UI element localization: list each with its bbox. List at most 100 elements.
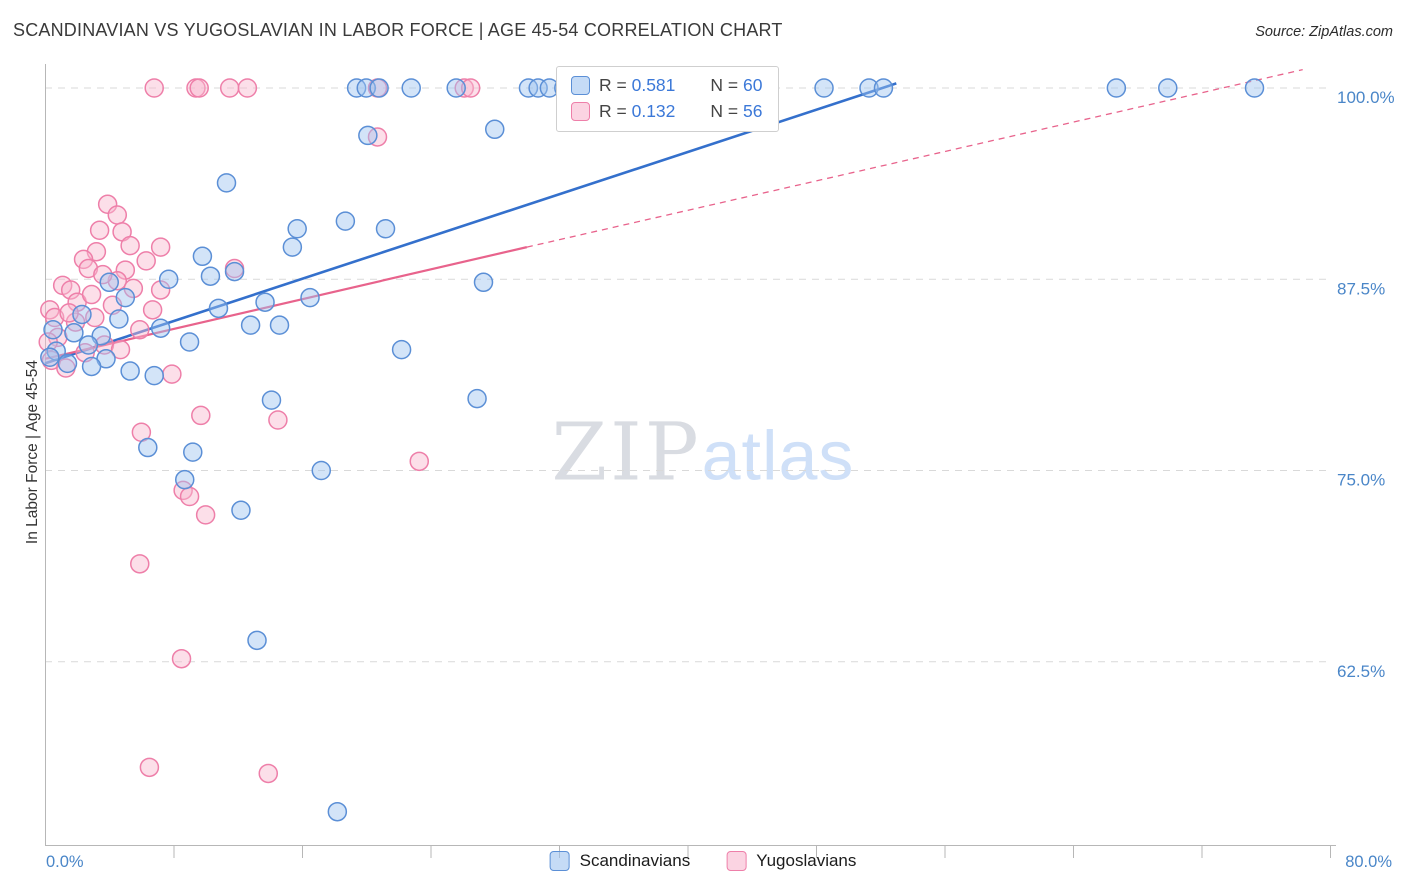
- point-scandinavians: [391, 339, 412, 360]
- point-yugoslavians: [268, 410, 288, 430]
- point-scandinavians: [1106, 78, 1127, 98]
- r-stat: R = 0.581: [599, 75, 675, 96]
- point-yugoslavians: [150, 280, 171, 300]
- point-scandinavians: [40, 347, 60, 368]
- point-yugoslavians: [171, 648, 192, 669]
- scandinavians-swatch-icon: [571, 76, 590, 95]
- point-yugoslavians: [81, 284, 102, 305]
- r-stat: R = 0.132: [599, 101, 675, 122]
- point-scandinavians: [43, 319, 63, 340]
- source-attribution: Source: ZipAtlas.com: [1255, 24, 1393, 40]
- point-yugoslavians: [258, 763, 279, 784]
- point-yugoslavians: [115, 260, 136, 280]
- point-yugoslavians: [44, 307, 65, 328]
- y-axis-tick-label: 75.0%: [1337, 471, 1385, 490]
- point-scandinavians: [192, 246, 213, 267]
- point-yugoslavians: [107, 271, 128, 291]
- page-title: SCANDINAVIAN VS YUGOSLAVIAN IN LABOR FOR…: [13, 20, 783, 40]
- point-yugoslavians: [367, 127, 388, 147]
- point-yugoslavians: [130, 319, 150, 340]
- x-axis-min-label: 0.0%: [46, 853, 84, 871]
- point-scandinavians: [814, 78, 834, 98]
- y-axis-tick-label: 100.0%: [1337, 88, 1395, 107]
- point-scandinavians: [64, 323, 84, 343]
- x-axis-max-label: 80.0%: [1345, 853, 1392, 871]
- scandinavians-swatch-icon: [549, 851, 570, 871]
- r-label: R =: [599, 101, 627, 121]
- point-scandinavians: [240, 315, 261, 335]
- point-yugoslavians: [97, 194, 118, 215]
- point-yugoslavians: [237, 78, 258, 98]
- point-scandinavians: [287, 219, 307, 239]
- point-yugoslavians: [150, 237, 171, 257]
- y-axis-tick-label: 87.5%: [1337, 279, 1385, 298]
- point-yugoslavians: [60, 280, 81, 300]
- point-scandinavians: [109, 309, 129, 329]
- point-scandinavians: [150, 318, 171, 338]
- point-yugoslavians: [191, 405, 211, 426]
- point-scandinavians: [375, 219, 396, 239]
- point-yugoslavians: [78, 258, 99, 279]
- point-scandinavians: [446, 78, 466, 98]
- point-scandinavians: [401, 78, 421, 98]
- point-yugoslavians: [139, 757, 160, 778]
- point-yugoslavians: [179, 486, 200, 507]
- point-scandinavians: [467, 388, 487, 409]
- legend-item-label: Scandinavians: [579, 851, 691, 870]
- trend-line-yugoslavians: [44, 246, 528, 360]
- point-scandinavians: [81, 356, 102, 377]
- legend-row-scandinavians: R = 0.581 N = 60: [571, 75, 762, 96]
- point-scandinavians: [115, 287, 136, 308]
- point-scandinavians: [327, 801, 348, 822]
- point-scandinavians: [255, 292, 275, 312]
- legend-item-label: Yugoslavians: [756, 851, 857, 870]
- trend-line-yugoslavians: [526, 69, 1303, 248]
- point-scandinavians: [99, 272, 119, 293]
- point-yugoslavians: [89, 220, 110, 241]
- n-stat: N = 56: [710, 101, 762, 122]
- y-axis-tick-label: 62.5%: [1337, 662, 1385, 681]
- r-value: 0.132: [631, 101, 676, 121]
- point-scandinavians: [208, 298, 229, 319]
- legend-item-scandinavians: Scandinavians: [549, 851, 691, 871]
- yugoslavians-swatch-icon: [571, 102, 590, 121]
- point-yugoslavians: [219, 78, 240, 98]
- point-scandinavians: [300, 287, 320, 308]
- point-scandinavians: [473, 272, 494, 293]
- point-scandinavians: [174, 469, 195, 490]
- point-yugoslavians: [144, 78, 164, 98]
- point-scandinavians: [369, 78, 389, 98]
- r-value: 0.581: [631, 75, 676, 95]
- point-yugoslavians: [130, 554, 150, 574]
- point-scandinavians: [528, 78, 548, 98]
- n-label: N =: [710, 101, 739, 121]
- point-scandinavians: [224, 261, 245, 282]
- point-yugoslavians: [162, 364, 182, 384]
- point-scandinavians: [873, 78, 894, 98]
- n-value: 56: [743, 101, 763, 121]
- point-scandinavians: [200, 266, 221, 286]
- point-scandinavians: [1244, 78, 1265, 98]
- point-scandinavians: [138, 437, 158, 458]
- point-yugoslavians: [460, 78, 481, 98]
- point-yugoslavians: [409, 451, 430, 472]
- series-legend: Scandinavians Yugoslavians: [549, 851, 856, 871]
- point-scandinavians: [261, 390, 282, 410]
- point-scandinavians: [183, 442, 203, 462]
- point-scandinavians: [72, 304, 92, 325]
- point-scandinavians: [216, 173, 237, 193]
- point-scandinavians: [358, 125, 378, 146]
- point-yugoslavians: [110, 339, 131, 360]
- yugoslavians-swatch-icon: [726, 851, 747, 871]
- point-scandinavians: [179, 332, 200, 352]
- point-scandinavians: [859, 78, 879, 98]
- point-scandinavians: [78, 335, 99, 355]
- point-yugoslavians: [73, 249, 94, 270]
- legend-item-yugoslavians: Yugoslavians: [726, 851, 856, 871]
- point-yugoslavians: [142, 300, 163, 320]
- point-scandinavians: [57, 353, 78, 374]
- point-scandinavians: [247, 630, 267, 651]
- legend-row-yugoslavians: R = 0.132 N = 56: [571, 101, 762, 122]
- point-yugoslavians: [120, 235, 140, 256]
